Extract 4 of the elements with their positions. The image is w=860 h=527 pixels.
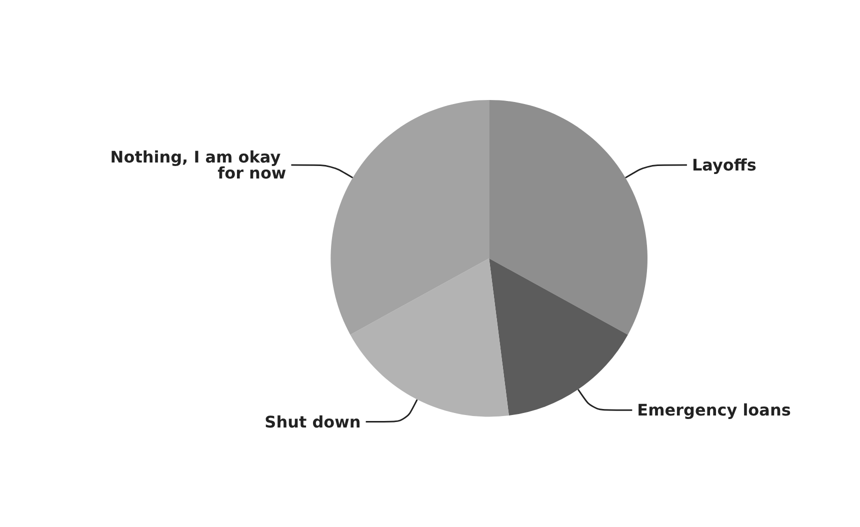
slice-label: Shut down [264, 412, 361, 432]
slice-label: Nothing, I am okay for now [110, 148, 286, 183]
slice-label: Emergency loans [637, 400, 791, 420]
slice-label: Layoffs [692, 156, 756, 175]
